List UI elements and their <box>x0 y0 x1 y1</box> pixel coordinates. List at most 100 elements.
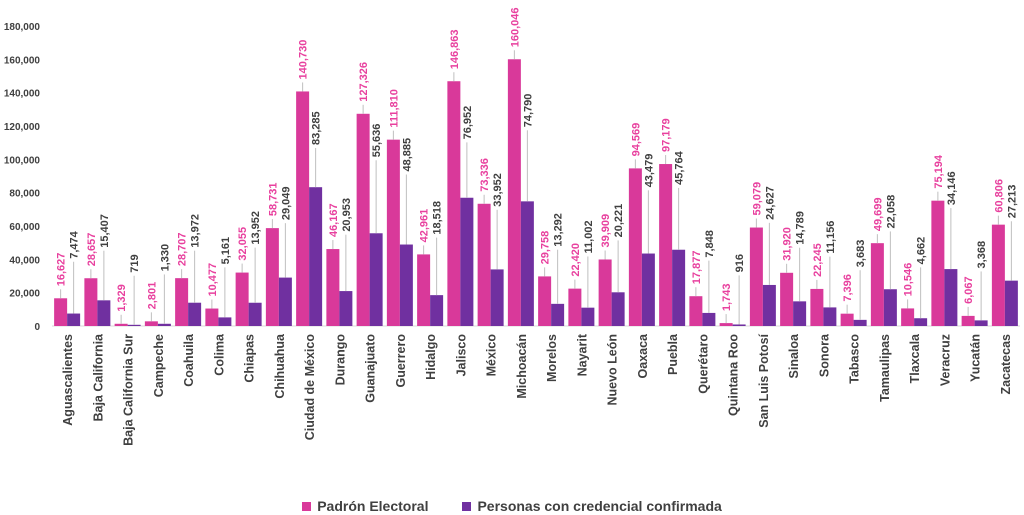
y-tick-label: 40,000 <box>9 255 40 266</box>
bar-credencial <box>248 302 262 326</box>
bar-credencial <box>551 303 565 326</box>
data-label-padron: 17,877 <box>691 251 703 285</box>
bar-padron <box>84 278 98 326</box>
data-label-padron: 94,569 <box>630 123 642 157</box>
bar-credencial <box>369 233 383 326</box>
x-tick-label: Baja California Sur <box>122 334 136 446</box>
data-label-credencial: 18,518 <box>432 201 444 235</box>
data-label-padron: 75,194 <box>933 154 945 189</box>
data-label-credencial: 11,156 <box>825 221 837 254</box>
bar-padron <box>175 278 189 326</box>
data-label-padron: 10,477 <box>207 263 219 297</box>
data-label-padron: 97,179 <box>661 118 673 152</box>
data-label-padron: 46,167 <box>328 203 340 237</box>
data-label-credencial: 3,368 <box>976 241 988 269</box>
data-label-padron: 58,731 <box>267 182 279 216</box>
data-label-credencial: 3,683 <box>855 240 867 268</box>
data-label-padron: 1,743 <box>721 284 733 312</box>
x-tick-label: Nuevo León <box>606 334 620 406</box>
bar-credencial <box>914 318 928 326</box>
x-tick-label: Quintana Roo <box>727 334 741 416</box>
data-label-padron: 42,961 <box>419 209 431 243</box>
data-label-padron: 59,079 <box>751 182 763 216</box>
y-tick-label: 80,000 <box>9 189 40 200</box>
bar-padron <box>356 113 370 326</box>
bar-credencial <box>823 307 837 326</box>
data-label-padron: 6,067 <box>963 276 975 304</box>
x-tick-label: Nayarit <box>575 333 589 376</box>
data-label-padron: 111,810 <box>388 89 400 128</box>
x-tick-label: Zacatecas <box>999 334 1013 395</box>
y-tick-label: 60,000 <box>9 222 40 233</box>
data-label-credencial: 48,885 <box>401 138 413 172</box>
data-label-credencial: 33,952 <box>492 173 504 207</box>
bar-chart: 0 20,000 40,000 60,000 80,000 100,000 120,000 1… <box>4 7 1020 446</box>
bar-padron <box>628 168 642 326</box>
bar-credencial <box>127 324 141 326</box>
x-tick-label: Chihuahua <box>273 333 287 399</box>
bar-credencial <box>157 323 171 326</box>
x-tick-label: Guanajuato <box>364 334 378 403</box>
x-tick-label: Veracruz <box>938 334 952 386</box>
bar-credencial <box>883 289 897 326</box>
data-label-credencial: 45,764 <box>674 150 686 185</box>
bar-padron <box>901 308 915 326</box>
bar-credencial <box>944 269 958 326</box>
bar-credencial <box>399 244 413 326</box>
bar-credencial <box>97 300 111 326</box>
data-label-padron: 146,863 <box>449 29 461 69</box>
bar-padron <box>598 259 612 326</box>
bar-padron <box>870 243 884 326</box>
bar-padron <box>235 272 249 326</box>
legend-swatch-padron <box>302 501 312 511</box>
data-label-credencial: 22,058 <box>885 195 897 229</box>
data-label-credencial: 24,627 <box>764 186 776 220</box>
data-label-credencial: 27,213 <box>1006 185 1018 219</box>
bar-credencial <box>793 301 807 326</box>
bar-padron <box>931 200 945 326</box>
bar-credencial <box>762 284 776 326</box>
x-tick-label: Coahuila <box>182 333 196 387</box>
x-tick-label: Michoacán <box>515 334 529 399</box>
data-label-padron: 160,046 <box>509 7 521 47</box>
x-tick-label: Puebla <box>666 333 680 375</box>
legend-item-credencial: Personas con credencial confirmada <box>462 498 722 514</box>
bar-credencial <box>188 302 202 326</box>
bar-padron <box>386 139 400 326</box>
x-tick-label: Sinaloa <box>787 333 801 379</box>
bar-padron <box>840 313 854 326</box>
x-tick-label: Hidalgo <box>424 334 438 380</box>
bar-credencial <box>581 307 595 326</box>
legend: Padrón Electoral Personas con credencial… <box>0 498 1024 514</box>
legend-swatch-credencial <box>462 501 472 511</box>
bar-padron <box>568 288 582 326</box>
data-label-credencial: 13,952 <box>250 211 262 245</box>
data-label-credencial: 7,474 <box>69 230 81 258</box>
x-tick-label: Baja California <box>91 333 105 422</box>
data-label-credencial: 15,407 <box>99 214 111 248</box>
y-tick-label: 100,000 <box>4 155 41 166</box>
data-label-padron: 2,801 <box>146 282 158 310</box>
data-label-credencial: 74,790 <box>522 94 534 128</box>
data-label-credencial: 55,636 <box>371 124 383 158</box>
legend-label-credencial: Personas con credencial confirmada <box>477 498 722 514</box>
data-label-credencial: 5,161 <box>220 237 232 265</box>
data-label-padron: 29,758 <box>540 231 552 265</box>
bar-credencial <box>309 187 323 326</box>
data-label-padron: 22,420 <box>570 243 582 277</box>
bar-padron <box>780 272 794 326</box>
bar-padron <box>659 164 673 326</box>
x-tick-label: Ciudad de México <box>303 334 317 441</box>
data-label-credencial: 20,221 <box>613 204 625 238</box>
y-tick-label: 160,000 <box>4 55 41 66</box>
data-label-padron: 22,245 <box>812 243 824 277</box>
data-label-credencial: 1,330 <box>159 244 171 272</box>
bar-credencial <box>67 313 81 326</box>
data-label-padron: 49,699 <box>872 198 884 232</box>
bar-padron <box>205 308 219 326</box>
y-tick-label: 120,000 <box>4 122 41 133</box>
bar-credencial <box>1004 280 1018 326</box>
bar-padron <box>538 276 552 326</box>
bar-padron <box>296 91 310 326</box>
data-label-padron: 39,909 <box>600 214 612 248</box>
